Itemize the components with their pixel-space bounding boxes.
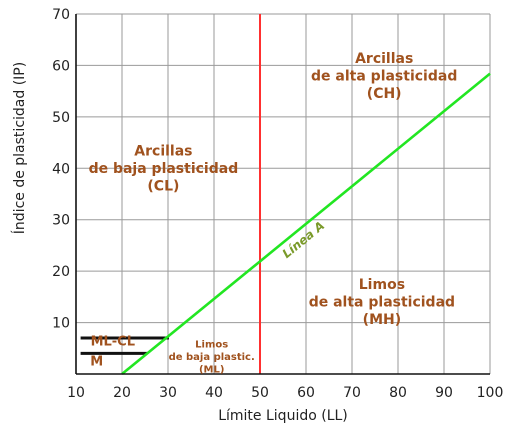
y-tick-label-50: 50 — [52, 110, 70, 126]
zone-label-ch-line-3: (CH) — [367, 86, 402, 102]
x-tick-label-30: 30 — [159, 385, 177, 401]
y-tick-label-30: 30 — [52, 213, 70, 229]
x-tick-label-70: 70 — [343, 385, 361, 401]
zone-label-cl-line-3: (CL) — [147, 178, 179, 194]
x-tick-label-60: 60 — [297, 385, 315, 401]
zone-label-cl: Arcillas de baja plasticidad (CL) — [89, 143, 239, 194]
zone-label-mh-line-2: de alta plasticidad — [309, 295, 455, 311]
zone-label-m-line-1: M — [90, 354, 103, 369]
x-axis-title: Límite Liquido (LL) — [218, 408, 348, 424]
zone-label-ml-line-1: Limos — [195, 339, 228, 350]
zone-label-mh: Limos de alta plasticidad (MH) — [309, 277, 455, 328]
zone-label-mh-line-1: Limos — [359, 277, 405, 293]
zone-label-ch: Arcillas de alta plasticidad (CH) — [311, 51, 457, 102]
axes — [75, 14, 490, 375]
y-tick-label-70: 70 — [52, 7, 70, 23]
x-tick-label-20: 20 — [113, 385, 131, 401]
x-tick-label-80: 80 — [389, 385, 407, 401]
zone-label-ml: Limos de baja plastic. (ML) — [169, 339, 255, 375]
x-tick-label-50: 50 — [251, 385, 269, 401]
a-line — [121, 72, 491, 376]
x-tick-label-10: 10 — [67, 385, 85, 401]
y-tick-label-40: 40 — [52, 161, 70, 177]
x-tick-label-90: 90 — [435, 385, 453, 401]
zone-label-cl-line-2: de baja plasticidad — [89, 161, 239, 177]
x-tick-label-40: 40 — [205, 385, 223, 401]
y-axis-title: Índice de plasticidad (IP) — [11, 62, 28, 234]
y-tick-label-60: 60 — [52, 58, 70, 74]
y-tick-label-20: 20 — [52, 264, 70, 280]
zone-label-mh-line-3: (MH) — [363, 312, 401, 328]
x-tick-label-100: 100 — [477, 385, 504, 401]
tick-labels: 10 20 30 40 50 60 70 80 90 100 10 20 30 40 50 60 70 — [52, 7, 503, 401]
zone-label-mlcl: ML-CL — [91, 335, 135, 350]
zone-label-cl-line-1: Arcillas — [134, 143, 192, 159]
zone-label-ml-line-2: de baja plastic. — [169, 352, 255, 363]
zone-label-ch-line-2: de alta plasticidad — [311, 68, 457, 84]
zone-label-ch-line-1: Arcillas — [355, 51, 413, 67]
zone-label-ml-line-3: (ML) — [199, 364, 224, 375]
y-tick-label-10: 10 — [52, 316, 70, 332]
zone-label-mlcl-line-1: ML-CL — [91, 335, 135, 350]
zone-labels: Arcillas de alta plasticidad (CH)Arcillas d… — [89, 51, 458, 375]
zone-label-m: M — [90, 354, 103, 369]
grid — [75, 13, 491, 374]
